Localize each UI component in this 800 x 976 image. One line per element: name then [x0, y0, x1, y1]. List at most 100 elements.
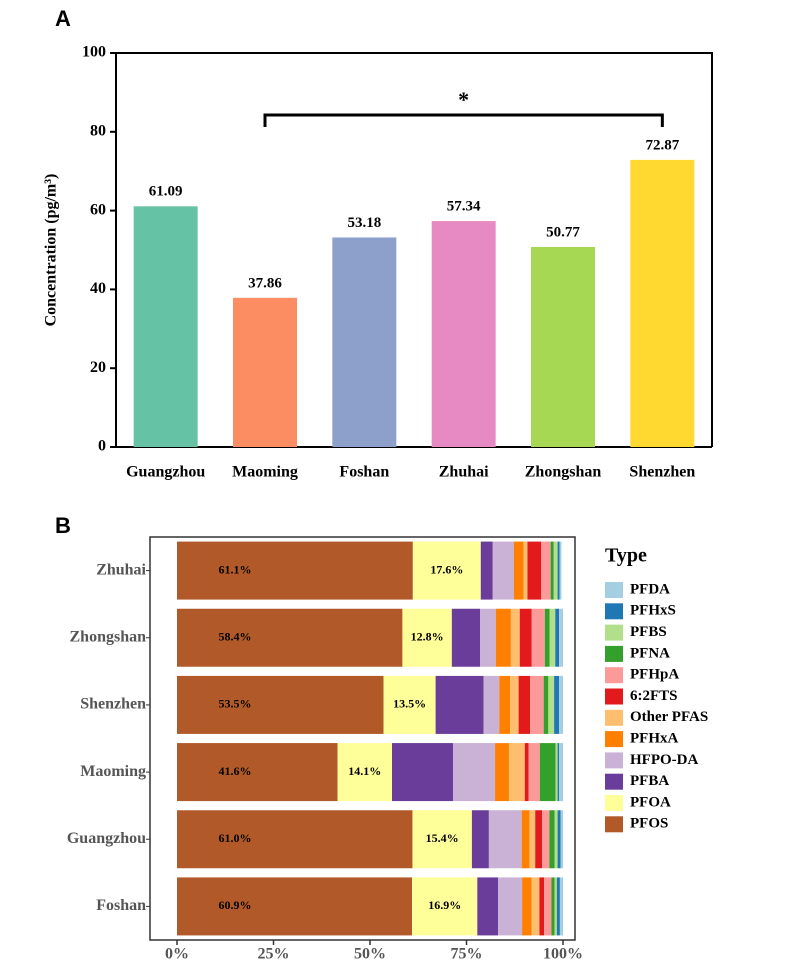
value-label: 37.86 — [248, 275, 282, 291]
bar-segment — [518, 675, 531, 734]
legend-label: PFBA — [630, 773, 669, 789]
value-label: 13.5% — [393, 697, 426, 711]
significance-bracket — [263, 113, 664, 127]
bar-segment — [554, 675, 560, 734]
value-label: 58.4% — [219, 630, 252, 644]
bar-segment — [521, 810, 530, 869]
bar-segment — [549, 810, 555, 869]
bar-segment — [549, 608, 556, 667]
legend-swatch — [605, 773, 623, 790]
legend-swatch — [605, 688, 623, 705]
y-tick-label: Zhongshan — [70, 628, 147, 645]
bar-segment — [337, 743, 393, 802]
y-tick-label: Shenzhen — [80, 696, 146, 713]
value-label: 60.9% — [219, 898, 252, 912]
bar-segment — [177, 608, 403, 667]
bar-segment — [383, 675, 436, 734]
legend-swatch — [605, 795, 623, 811]
y-tick-label: 80 — [90, 122, 106, 139]
y-tick-label: 20 — [90, 359, 106, 376]
bar-segment — [556, 877, 560, 936]
value-label: 61.09 — [149, 184, 183, 200]
bar-segment — [480, 541, 493, 600]
significance-label: * — [458, 87, 469, 112]
bar-segment — [492, 541, 514, 600]
x-tick-label: 50% — [354, 946, 386, 963]
bar-segment — [529, 810, 536, 869]
bar-segment — [510, 675, 519, 734]
legend-label: PFHxS — [630, 603, 676, 619]
legend-label: 6:2FTS — [630, 688, 678, 704]
bar-segment — [543, 675, 549, 734]
legend-label: PFOS — [630, 816, 668, 832]
legend-swatch — [605, 624, 623, 641]
value-label: 53.5% — [219, 697, 252, 711]
bar-segment — [519, 608, 532, 667]
bar-segment — [483, 675, 500, 734]
legend-label: PFHpA — [630, 667, 679, 683]
bar-segment — [488, 810, 522, 869]
bar-segment — [553, 541, 558, 600]
bar-segment — [531, 877, 540, 936]
x-tick-label: Zhongshan — [525, 464, 602, 481]
x-tick-label: 75% — [451, 946, 483, 963]
value-label: 72.87 — [645, 137, 679, 153]
legend-swatch — [605, 752, 623, 769]
x-tick-label: Maoming — [232, 464, 298, 481]
value-label: 61.1% — [219, 562, 252, 576]
bar-segment — [544, 877, 552, 936]
bar-segment — [559, 675, 563, 734]
y-tick-label: Foshan — [96, 897, 146, 914]
bar-segment — [540, 541, 551, 600]
bar-segment — [535, 810, 543, 869]
bar-segment — [557, 541, 560, 600]
bar-segment — [548, 675, 555, 734]
legend-swatch — [605, 816, 623, 833]
panel-label: A — [55, 6, 71, 31]
legend-swatch — [605, 667, 623, 684]
bar-segment — [559, 608, 563, 667]
y-tick-label: Zhuhai — [96, 561, 146, 578]
value-label: 53.18 — [347, 215, 381, 231]
bar-segment — [555, 608, 560, 667]
bar-segment — [177, 675, 384, 734]
x-tick-label: 0% — [165, 946, 189, 963]
value-label: 12.8% — [411, 630, 444, 644]
plot-frame — [115, 52, 713, 447]
y-tick-label: 0 — [98, 438, 106, 455]
legend-swatch — [605, 645, 623, 662]
legend-label: PFHxA — [630, 731, 678, 747]
bar-segment — [542, 810, 550, 869]
bar-segment — [544, 608, 550, 667]
legend-label: Other PFAS — [630, 709, 708, 725]
bar-segment — [412, 877, 478, 936]
bar-segment — [551, 877, 555, 936]
bar-segment — [451, 608, 481, 667]
x-tick-label: 100% — [543, 946, 583, 963]
value-label: 41.6% — [219, 764, 252, 778]
legend-label: PFDA — [630, 581, 670, 597]
x-tick-label: Foshan — [339, 464, 389, 481]
bar — [531, 246, 595, 447]
y-tick-label: 60 — [90, 201, 106, 218]
bar-segment — [559, 743, 563, 802]
bar-segment — [531, 608, 545, 667]
bar-segment — [480, 608, 496, 667]
bar — [332, 237, 397, 447]
value-label: 17.6% — [430, 562, 463, 576]
bar-segment — [554, 810, 558, 869]
bar-segment — [557, 810, 561, 869]
bar-segment — [527, 541, 541, 600]
bar-segment — [560, 810, 563, 869]
y-tick-label: 100 — [82, 44, 106, 61]
legend-swatch — [605, 603, 623, 620]
bar-segment — [555, 743, 558, 802]
bar-segment — [452, 743, 496, 802]
bar-segment — [412, 541, 481, 600]
bar-segment — [528, 743, 540, 802]
bar — [431, 221, 496, 447]
value-label: 50.77 — [546, 224, 580, 240]
bar-segment — [435, 675, 484, 734]
